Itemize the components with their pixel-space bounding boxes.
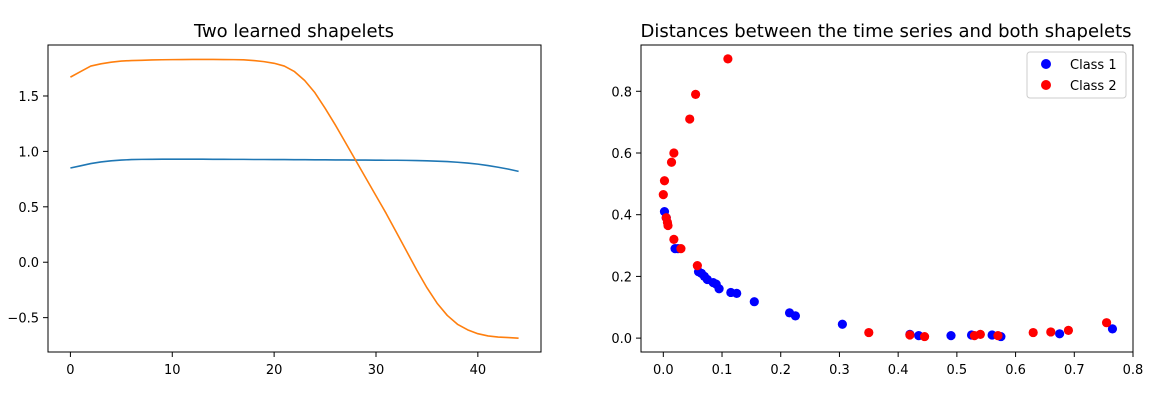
class-1-point	[732, 288, 742, 298]
class-2-point	[919, 331, 930, 342]
class-1-point	[790, 311, 801, 321]
class-1-point	[749, 297, 759, 307]
distances-chart-title: Distances between the time series and bo…	[640, 21, 1131, 42]
class-2-point	[692, 261, 702, 271]
shapelets-x-tick-label: 10	[164, 363, 181, 378]
class-2-point	[993, 331, 1003, 341]
distances-x-tick-label: 0.5	[947, 363, 968, 378]
distances-y-tick-label: 0.8	[611, 85, 632, 100]
shapelets-panel: Two learned shapelets 0 10 20 30 40 −0.5 0.0 0…	[7, 21, 542, 378]
distances-x-tick-label: 0.7	[1064, 363, 1085, 378]
class-2-point	[723, 54, 733, 64]
class-2-point	[1063, 325, 1074, 335]
distances-x-tick-label: 0.8	[1123, 363, 1144, 378]
distances-plot-frame	[640, 44, 1134, 353]
shapelets-plot-frame	[47, 44, 542, 353]
class-1-point	[1107, 324, 1118, 334]
class-2-point	[685, 114, 695, 124]
shapelet-1-line	[70, 158, 519, 173]
legend-label-class-2: Class 2	[1070, 79, 1117, 94]
shapelets-x-tick-label: 20	[266, 363, 283, 378]
distances-y-tick-label: 0.0	[611, 332, 632, 347]
class-2-point	[663, 220, 673, 231]
shapelet-2-line	[70, 58, 519, 339]
shapelets-y-tick-label: 0.0	[18, 256, 39, 271]
legend-label-class-1: Class 1	[1070, 58, 1117, 73]
distances-x-tick-label: 0.3	[829, 363, 850, 378]
class-1-point	[946, 331, 956, 341]
class-2-point	[669, 234, 679, 244]
class-2-point	[658, 190, 668, 200]
distances-x-tick-label: 0.1	[712, 363, 733, 378]
class-1-point	[714, 284, 724, 294]
distances-x-tick-label: 0.6	[1005, 363, 1026, 378]
shapelets-y-tick-label: 0.5	[18, 201, 39, 216]
class-2-point	[905, 330, 915, 340]
shapelets-x-tick-label: 0	[66, 363, 74, 378]
distances-x-tick-label: 0.2	[770, 363, 791, 378]
distances-y-tick-label: 0.6	[611, 147, 632, 162]
shapelets-y-tick-label: 1.0	[18, 145, 39, 160]
shapelets-y-tick-label: −0.5	[7, 312, 39, 327]
distances-y-tick-label: 0.2	[611, 270, 632, 285]
shapelets-y-tick-label: 1.5	[18, 90, 39, 105]
legend-marker-class-1	[1041, 59, 1051, 69]
legend-box	[1026, 51, 1127, 99]
class-2-point	[1046, 327, 1056, 337]
class-1-point	[837, 319, 847, 329]
class-2-point	[1101, 318, 1112, 328]
distances-x-tick-label: 0.0	[653, 363, 674, 378]
class-2-point	[691, 89, 701, 99]
class-1-point	[1055, 329, 1065, 339]
class-2-point	[676, 244, 686, 254]
legend-marker-class-2	[1041, 80, 1051, 90]
class-2-point	[659, 176, 670, 186]
shapelets-x-tick-label: 40	[470, 363, 487, 378]
distances-panel: Distances between the time series and bo…	[611, 21, 1143, 378]
class-2-point	[864, 327, 874, 338]
legend: Class 1 Class 2	[1026, 51, 1127, 99]
class-2-point	[666, 157, 677, 167]
distances-x-tick-label: 0.4	[888, 363, 909, 378]
class-2-point	[1028, 327, 1038, 338]
shapelets-x-tick-label: 30	[368, 363, 385, 378]
distances-y-tick-label: 0.4	[611, 209, 632, 224]
class-2-point	[669, 148, 679, 158]
shapelets-chart-title: Two learned shapelets	[193, 21, 394, 42]
class-2-point	[975, 329, 985, 340]
